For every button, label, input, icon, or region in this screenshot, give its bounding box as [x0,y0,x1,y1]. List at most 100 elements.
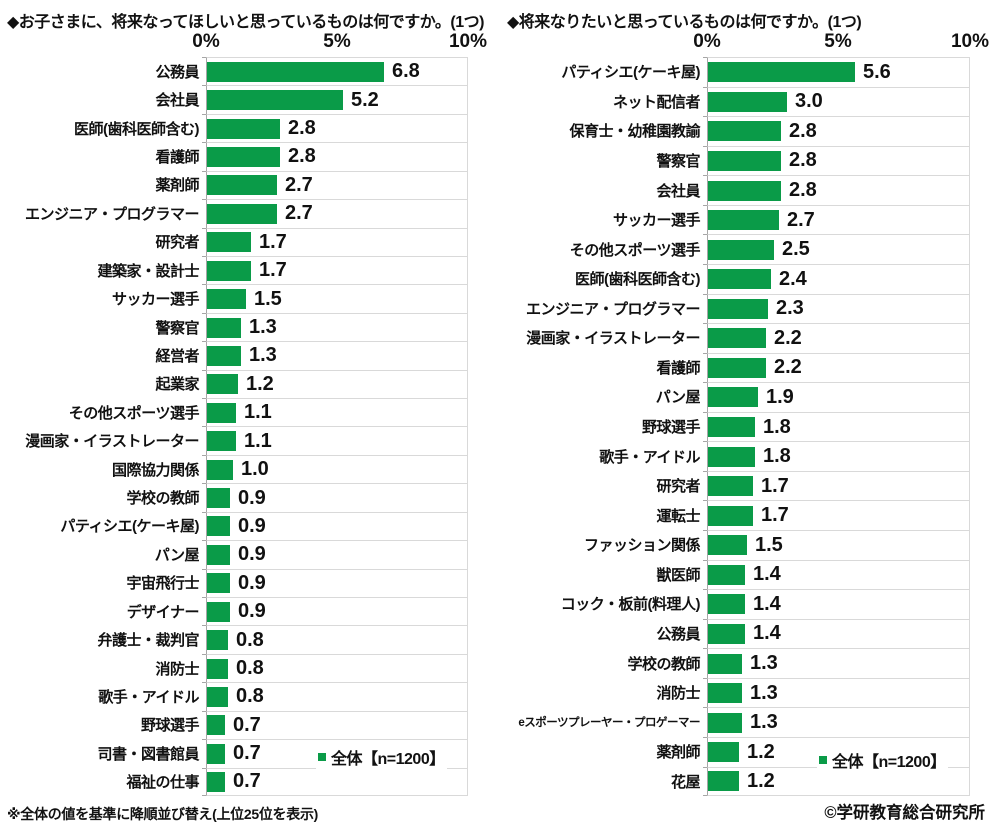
bar-cell: 0.8 [202,653,468,683]
value-label: 1.4 [753,563,781,586]
bar-cell: 1.7 [703,470,970,501]
bar [708,417,755,438]
bar [708,594,745,615]
category-label: その他スポーツ選手 [68,404,200,422]
bar [708,653,742,674]
bar-row: 医師(歯科医師含む) 2.8 [0,113,468,143]
category-label: 弁護士・裁判官 [97,632,199,650]
category-label: 野球選手 [641,419,701,437]
bar [207,771,225,792]
bar-cell: 2.8 [703,116,970,146]
value-label: 2.8 [789,119,817,142]
category-label: 獣医師 [656,566,700,584]
bar [207,686,228,707]
bar-cell: 6.8 [202,57,468,86]
bar-cell: 1.2 [202,369,468,399]
value-label: 0.7 [233,770,261,793]
bar-cell: 2.2 [703,352,970,383]
bar-cell: 2.8 [202,142,468,171]
bar-row: 漫画家・イラストレーター 1.1 [0,426,468,455]
left-chart-legend: 全体【n=1200】 [316,745,447,769]
bar [207,544,230,565]
value-label: 1.5 [254,287,282,310]
bar-row: その他スポーツ選手 1.1 [0,398,468,427]
value-label: 1.3 [249,344,277,367]
bar-cell: 2.5 [703,234,970,264]
category-label: その他スポーツ選手 [569,241,701,259]
bar-row: 研究者 1.7 [505,470,970,501]
bar [207,431,236,452]
value-label: 2.8 [288,145,316,168]
bar [708,712,742,733]
value-label: 2.2 [774,356,802,379]
category-label: 看護師 [656,359,700,377]
bar [207,715,225,736]
bar-row: 会社員 5.2 [0,85,468,114]
value-label: 1.8 [763,445,791,468]
category-label: 会社員 [656,182,700,200]
bar-row: 薬剤師 2.7 [0,170,468,200]
x-axis-tick-label: 10% [950,31,990,52]
category-label: 保育士・幼稚園教諭 [569,123,700,141]
bar [207,516,230,537]
bar-row: 国際協力関係 1.0 [0,454,468,484]
value-label: 1.0 [241,458,269,481]
x-axis-tick-label: 0% [693,31,721,52]
x-axis-tick-label: 5% [323,31,351,52]
bar [708,180,781,201]
bar-row: ネット配信者 3.0 [505,86,970,117]
value-label: 0.9 [238,543,266,566]
bar-cell: 1.8 [703,411,970,442]
bar-row: パティシエ(ケーキ屋) 5.6 [505,57,970,87]
bar [207,601,230,622]
copyright: ©学研教育総合研究所 [824,804,985,822]
category-label: パティシエ(ケーキ屋) [60,518,199,536]
bar [207,374,238,395]
bar [207,658,228,679]
bar-cell: 0.9 [202,511,468,541]
value-label: 0.8 [236,657,264,680]
value-label: 0.7 [233,713,261,736]
category-label: 公務員 [656,625,700,643]
category-label: 公務員 [155,63,199,81]
bar [207,61,384,82]
category-label: エンジニア・プログラマー [525,300,701,318]
value-label: 1.5 [755,533,783,556]
category-label: 漫画家・イラストレーター [25,433,199,451]
category-label: 花屋 [670,773,701,791]
bar-cell: 1.9 [703,382,970,412]
value-label: 1.3 [750,681,778,704]
value-label: 1.2 [747,740,775,763]
bar-row: 弁護士・裁判官 0.8 [0,625,468,654]
value-label: 2.7 [285,173,313,196]
value-label: 2.5 [782,238,810,261]
bar-row: 警察官 1.3 [0,312,468,342]
bar [207,488,230,509]
value-label: 1.7 [259,259,287,282]
value-label: 1.1 [244,429,272,452]
category-label: ファッション関係 [583,537,701,555]
bar-row: 警察官 2.8 [505,145,970,176]
category-label: 消防士 [656,685,700,703]
category-label: 宇宙飛行士 [126,575,199,593]
bar [708,683,742,704]
bar-row: 学校の教師 1.3 [505,648,970,678]
bar [207,573,230,594]
bar [207,260,251,281]
category-label: コック・板前(料理人) [560,596,701,614]
value-label: 2.3 [776,297,804,320]
bar [207,146,280,167]
category-label: 学校の教師 [126,490,199,508]
bar [708,239,774,260]
bar [708,505,753,526]
value-label: 3.0 [795,90,823,113]
bar-cell: 1.7 [202,255,468,285]
category-label: 薬剤師 [155,177,199,195]
footnote: ※全体の値を基準に降順並び替え(上位25位を表示) [7,806,319,822]
value-label: 0.8 [236,628,264,651]
bar-cell: 2.2 [703,323,970,353]
bar-row: 福祉の仕事 0.7 [0,767,468,797]
bar-cell: 5.6 [703,57,970,87]
bar-cell: 1.2 [703,736,970,767]
bar-cell: 1.3 [202,312,468,342]
